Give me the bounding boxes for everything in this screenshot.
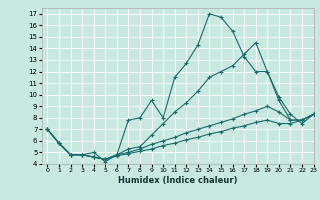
X-axis label: Humidex (Indice chaleur): Humidex (Indice chaleur): [118, 176, 237, 185]
